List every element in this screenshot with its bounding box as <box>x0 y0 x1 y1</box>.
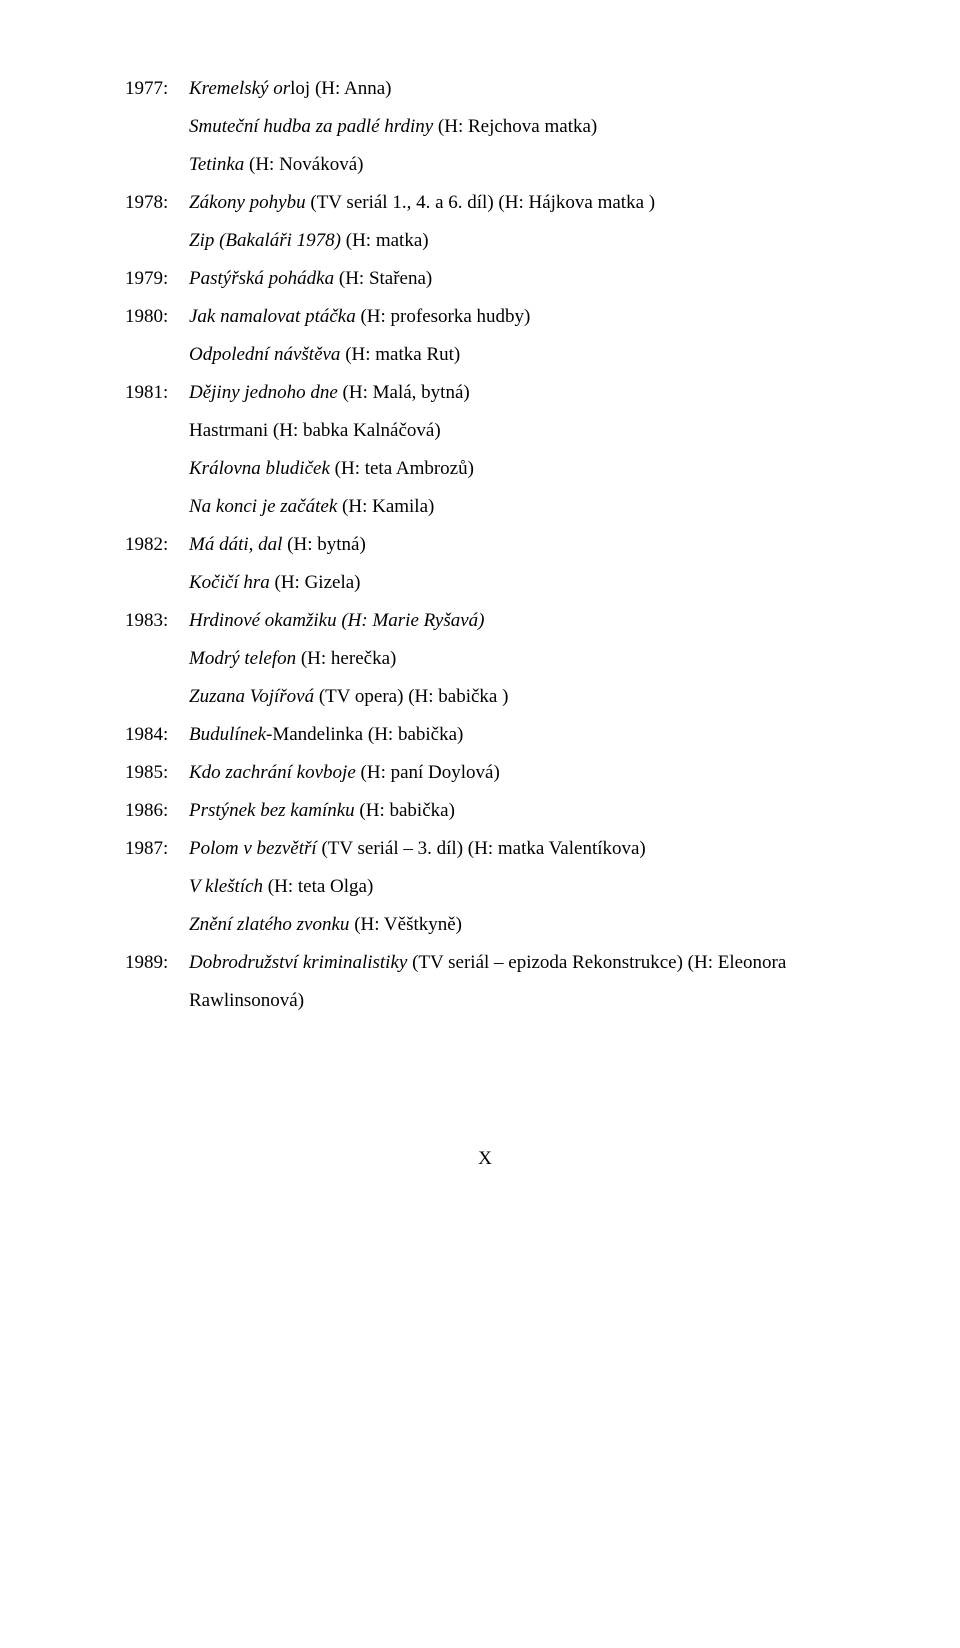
year-entry: 1984:Budulínek-Mandelinka (H: babička) <box>125 716 845 754</box>
title-italic: Na konci je začátek <box>189 496 342 517</box>
title-detail: (H: matka Rut) <box>345 344 460 365</box>
continuation-line: Odpolední návštěva (H: matka Rut) <box>125 336 845 374</box>
title-detail: (H: Kamila) <box>342 496 434 517</box>
title-detail: Mandelinka (H: babička) <box>272 724 463 745</box>
continuation-line: Znění zlatého zvonku (H: Věštkyně) <box>125 906 845 944</box>
title-italic: Kočičí hra <box>189 572 275 593</box>
title-detail: (H: Malá, bytná) <box>343 382 470 403</box>
entry-text: Polom v bezvětří (TV seriál – 3. díl) (H… <box>189 830 845 868</box>
title-italic: Dobrodružství kriminalistiky <box>189 952 412 973</box>
continuation-line: Královna bludiček (H: teta Ambrozů) <box>125 450 845 488</box>
continuation-line: Hastrmani (H: babka Kalnáčová) <box>125 412 845 450</box>
year-label: 1982: <box>125 526 189 564</box>
title-detail: loj (H: Anna) <box>290 78 391 99</box>
entry-text: Prstýnek bez kamínku (H: babička) <box>189 792 845 830</box>
year-entry: 1978:Zákony pohybu (TV seriál 1., 4. a 6… <box>125 184 845 222</box>
entry-text: Pastýřská pohádka (H: Stařena) <box>189 260 845 298</box>
title-detail: (H: bytná) <box>287 534 366 555</box>
year-entry: 1982:Má dáti, dal (H: bytná) <box>125 526 845 564</box>
title-italic: Jak namalovat ptáčka <box>189 306 360 327</box>
title-italic: V kleštích <box>189 876 268 897</box>
year-label: 1979: <box>125 260 189 298</box>
title-italic: Prstýnek bez kamínku <box>189 800 359 821</box>
document-body: 1977:Kremelský orloj (H: Anna)Smuteční h… <box>125 70 845 1020</box>
title-italic: Zákony pohybu <box>189 192 306 213</box>
title-italic: Hrdinové okamžiku (H: Marie Ryšavá) <box>189 610 484 631</box>
year-entry: 1987:Polom v bezvětří (TV seriál – 3. dí… <box>125 830 845 868</box>
title-italic: Zuzana Vojířová <box>189 686 319 707</box>
continuation-line: Tetinka (H: Nováková) <box>125 146 845 184</box>
entry-text: Budulínek-Mandelinka (H: babička) <box>189 716 845 754</box>
year-entry: 1977:Kremelský orloj (H: Anna) <box>125 70 845 108</box>
title-italic: Tetinka <box>189 154 244 175</box>
year-label: 1987: <box>125 830 189 868</box>
year-entry: 1981:Dějiny jednoho dne (H: Malá, bytná) <box>125 374 845 412</box>
title-detail: (TV seriál – epizoda Rekonstrukce) (H: E… <box>412 952 786 973</box>
title-italic: Kremelský or <box>189 78 290 99</box>
year-label: 1980: <box>125 298 189 336</box>
title-detail: (H: Stařena) <box>339 268 432 289</box>
title-detail: (TV seriál – 3. díl) (H: matka Valentíko… <box>321 838 645 859</box>
title-detail: (H: Nováková) <box>244 154 363 175</box>
title-detail: (H: profesorka hudby) <box>360 306 530 327</box>
title-detail: (H: matka) <box>346 230 429 251</box>
continuation-line: V kleštích (H: teta Olga) <box>125 868 845 906</box>
title-italic: Polom v bezvětří <box>189 838 321 859</box>
continuation-line: Zuzana Vojířová (TV opera) (H: babička ) <box>125 678 845 716</box>
title-italic: Zip (Bakaláři 1978) <box>189 230 346 251</box>
continuation-line: Rawlinsonová) <box>125 982 845 1020</box>
page-number: X <box>125 1140 845 1178</box>
year-label: 1978: <box>125 184 189 222</box>
title-detail: (H: herečka) <box>301 648 396 669</box>
year-entry: 1979:Pastýřská pohádka (H: Stařena) <box>125 260 845 298</box>
year-entry: 1980:Jak namalovat ptáčka (H: profesorka… <box>125 298 845 336</box>
entry-text: Kdo zachrání kovboje (H: paní Doylová) <box>189 754 845 792</box>
year-label: 1984: <box>125 716 189 754</box>
title-italic: Královna bludiček <box>189 458 335 479</box>
entry-text: Má dáti, dal (H: bytná) <box>189 526 845 564</box>
year-label: 1989: <box>125 944 189 982</box>
title-detail: (H: babička) <box>359 800 454 821</box>
year-entry: 1985:Kdo zachrání kovboje (H: paní Doylo… <box>125 754 845 792</box>
year-label: 1977: <box>125 70 189 108</box>
title-italic: Pastýřská pohádka <box>189 268 339 289</box>
title-detail: (TV seriál 1., 4. a 6. díl) (H: Hájkova … <box>306 192 655 213</box>
entry-text: Dějiny jednoho dne (H: Malá, bytná) <box>189 374 845 412</box>
title-italic: Dějiny jednoho dne <box>189 382 343 403</box>
entry-text: Jak namalovat ptáčka (H: profesorka hudb… <box>189 298 845 336</box>
year-entry: 1989:Dobrodružství kriminalistiky (TV se… <box>125 944 845 982</box>
title-italic: Kdo zachrání kovboje <box>189 762 361 783</box>
title-detail: (H: teta Olga) <box>268 876 374 897</box>
year-label: 1983: <box>125 602 189 640</box>
year-label: 1986: <box>125 792 189 830</box>
title-detail: (H: Rejchova matka) <box>433 116 597 137</box>
year-label: 1985: <box>125 754 189 792</box>
year-label: 1981: <box>125 374 189 412</box>
title-detail: (H: Gizela) <box>275 572 361 593</box>
continuation-line: Kočičí hra (H: Gizela) <box>125 564 845 602</box>
entry-text: Dobrodružství kriminalistiky (TV seriál … <box>189 944 845 982</box>
title-italic: Znění zlatého zvonku <box>189 914 354 935</box>
entry-text: Hrdinové okamžiku (H: Marie Ryšavá) <box>189 602 845 640</box>
year-entry: 1986:Prstýnek bez kamínku (H: babička) <box>125 792 845 830</box>
title-italic: Odpolední návštěva <box>189 344 345 365</box>
title-italic: Modrý telefon <box>189 648 301 669</box>
continuation-line: Zip (Bakaláři 1978) (H: matka) <box>125 222 845 260</box>
title-detail: (H: teta Ambrozů) <box>335 458 474 479</box>
title-detail: (H: Věštkyně) <box>354 914 462 935</box>
title-detail: (H: paní Doylová) <box>361 762 500 783</box>
continuation-line: Modrý telefon (H: herečka) <box>125 640 845 678</box>
title-detail: (TV opera) (H: babička ) <box>319 686 509 707</box>
title-italic: Budulínek- <box>189 724 272 745</box>
title-italic: Má dáti, dal <box>189 534 287 555</box>
continuation-line: Smuteční hudba za padlé hrdiny (H: Rejch… <box>125 108 845 146</box>
entry-text: Zákony pohybu (TV seriál 1., 4. a 6. díl… <box>189 184 845 222</box>
title-italic: Smuteční hudba za padlé hrdiny <box>189 116 433 137</box>
entry-text: Kremelský orloj (H: Anna) <box>189 70 845 108</box>
continuation-line: Na konci je začátek (H: Kamila) <box>125 488 845 526</box>
year-entry: 1983:Hrdinové okamžiku (H: Marie Ryšavá) <box>125 602 845 640</box>
